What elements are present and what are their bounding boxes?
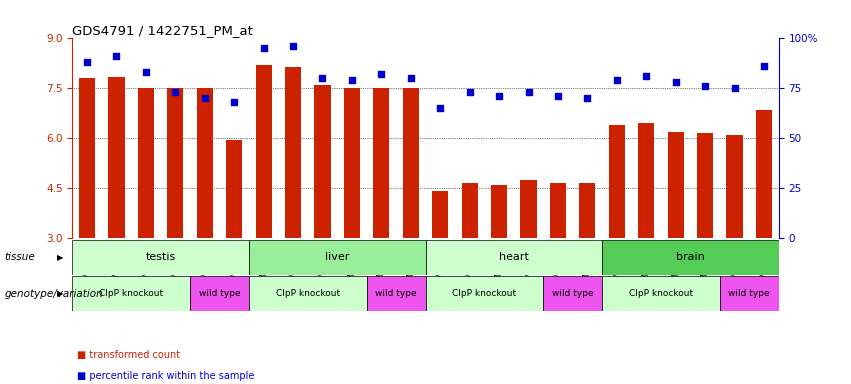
Point (433, 105, 447, 111)
Point (492, 93, 505, 99)
Text: ▶: ▶ (57, 289, 64, 298)
Bar (521, 180, 537, 238)
Text: wild type: wild type (375, 289, 417, 298)
Point (639, 73, 653, 79)
Bar (580, 183, 596, 238)
Point (551, 93, 565, 99)
Point (198, 95, 212, 101)
Text: brain: brain (676, 252, 705, 262)
Bar (248, 240, 426, 275)
Text: GDS4791 / 1422751_PM_at: GDS4791 / 1422751_PM_at (72, 24, 254, 37)
Bar (426, 240, 602, 275)
Point (404, 75, 418, 81)
Bar (491, 185, 507, 238)
Bar (255, 65, 271, 238)
Text: testis: testis (146, 252, 176, 262)
Bar (426, 276, 543, 311)
Text: ▶: ▶ (57, 253, 64, 262)
Point (139, 69, 152, 75)
Point (257, 45, 271, 51)
Point (374, 71, 388, 78)
Bar (550, 183, 566, 238)
Bar (667, 132, 683, 238)
Point (346, 77, 359, 83)
Point (227, 99, 241, 105)
Text: ClpP knockout: ClpP knockout (452, 289, 517, 298)
Bar (248, 276, 367, 311)
Bar (374, 88, 390, 238)
Bar (461, 183, 477, 238)
Point (699, 83, 712, 89)
Point (610, 77, 624, 83)
Point (110, 53, 123, 60)
Bar (638, 123, 654, 238)
Bar (138, 88, 154, 238)
Bar (226, 140, 243, 238)
Text: ClpP knockout: ClpP knockout (99, 289, 163, 298)
Text: ClpP knockout: ClpP knockout (276, 289, 340, 298)
Bar (72, 240, 248, 275)
Text: heart: heart (499, 252, 528, 262)
Bar (314, 85, 330, 238)
Bar (285, 67, 301, 238)
Point (168, 89, 182, 95)
Text: ClpP knockout: ClpP knockout (629, 289, 693, 298)
Bar (602, 276, 720, 311)
Bar (72, 276, 190, 311)
Bar (432, 192, 448, 238)
Bar (608, 125, 625, 238)
Point (669, 79, 683, 85)
Text: wild type: wild type (551, 289, 593, 298)
Bar (727, 135, 743, 238)
Point (286, 43, 300, 50)
Bar (168, 88, 184, 238)
Bar (403, 88, 419, 238)
Bar (756, 110, 772, 238)
Point (316, 75, 329, 81)
Text: ■ transformed count: ■ transformed count (77, 350, 180, 360)
Bar (367, 276, 426, 311)
Text: liver: liver (325, 252, 350, 262)
Point (522, 89, 535, 95)
Bar (79, 78, 95, 238)
Point (580, 95, 594, 101)
Point (757, 63, 771, 70)
Text: tissue: tissue (4, 252, 35, 262)
Point (728, 85, 741, 91)
Bar (697, 133, 713, 238)
Text: wild type: wild type (728, 289, 770, 298)
Bar (720, 276, 779, 311)
Text: genotype/variation: genotype/variation (4, 289, 103, 299)
Bar (602, 240, 779, 275)
Bar (543, 276, 602, 311)
Text: ■ percentile rank within the sample: ■ percentile rank within the sample (77, 371, 254, 381)
Bar (344, 88, 360, 238)
Text: wild type: wild type (198, 289, 240, 298)
Point (463, 89, 477, 95)
Bar (197, 88, 213, 238)
Bar (190, 276, 249, 311)
Point (80, 59, 94, 65)
Bar (108, 77, 124, 238)
